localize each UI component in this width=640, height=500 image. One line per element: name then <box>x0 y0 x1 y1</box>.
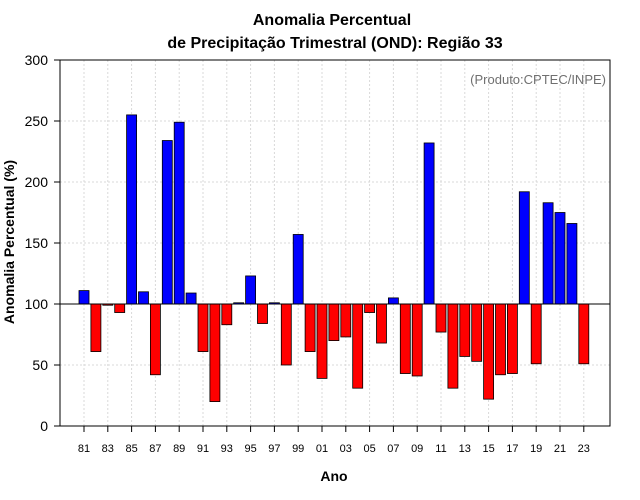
x-tick-label: 21 <box>554 443 566 455</box>
x-tick-label: 89 <box>173 443 185 455</box>
x-tick-label: 81 <box>78 443 90 455</box>
bar-87 <box>149 303 161 376</box>
bar-05 <box>364 303 376 313</box>
bar-16 <box>495 303 506 376</box>
x-axis: 81 83 85 87 89 91 93 95 97 99 01 03 05 07 09 11 13 15 17 19… <box>78 426 590 455</box>
chart-title: Anomalia Percentual <box>253 12 411 29</box>
bar-07 <box>387 297 399 305</box>
y-tick-label: 100 <box>25 296 49 312</box>
x-tick-label: 03 <box>340 443 352 455</box>
x-tick-label: 95 <box>244 443 256 455</box>
bar-14 <box>471 303 483 362</box>
bar-20 <box>542 202 554 305</box>
x-tick-label: 07 <box>387 443 399 455</box>
x-tick-label: 93 <box>221 443 233 455</box>
x-tick-label: 97 <box>268 443 280 455</box>
bar-12 <box>447 303 459 389</box>
bar-91 <box>197 303 209 352</box>
y-tick-label: 300 <box>25 52 49 68</box>
y-tick-label: 200 <box>25 174 49 190</box>
bar-85 <box>126 114 137 305</box>
y-axis-label: Anomalia Percentual (%) <box>1 160 17 324</box>
x-tick-label: 09 <box>411 443 423 455</box>
bar-06 <box>376 303 387 344</box>
x-tick-label: 99 <box>292 443 304 455</box>
bar-98 <box>280 303 292 366</box>
bar-17 <box>506 303 518 374</box>
x-tick-label: 23 <box>578 443 590 455</box>
bar-03 <box>340 303 352 338</box>
bar-82 <box>90 303 102 352</box>
bar-93 <box>221 303 233 326</box>
bar-11 <box>435 303 447 333</box>
bar-88 <box>161 140 173 305</box>
x-tick-label: 05 <box>363 443 375 455</box>
x-tick-label: 91 <box>197 443 209 455</box>
bar-15 <box>483 303 495 400</box>
x-tick-label: 15 <box>482 443 494 455</box>
x-axis-label: Ano <box>320 468 347 484</box>
bar-90 <box>185 292 197 305</box>
x-tick-label: 85 <box>125 443 137 455</box>
credit-text: (Produto:CPTEC/INPE) <box>470 72 606 87</box>
x-tick-label: 87 <box>149 443 161 455</box>
y-tick-label: 250 <box>25 113 49 129</box>
bar-19 <box>530 303 542 365</box>
bar-89 <box>173 121 185 305</box>
x-tick-label: 13 <box>459 443 471 455</box>
chart-subtitle: de Precipitação Trimestral (OND): Região… <box>167 35 502 52</box>
bar-99 <box>292 234 304 305</box>
bar-86 <box>138 291 149 305</box>
x-tick-label: 19 <box>530 443 542 455</box>
y-tick-label: 150 <box>25 235 49 251</box>
bar-21 <box>554 212 566 305</box>
bar-23 <box>578 303 590 365</box>
bar-84 <box>114 303 126 313</box>
bar-02 <box>328 303 340 341</box>
bar-95 <box>245 275 257 305</box>
x-tick-label: 83 <box>102 443 114 455</box>
bar-81 <box>78 290 90 305</box>
bar-18 <box>518 191 530 305</box>
x-tick-label: 17 <box>506 443 518 455</box>
bar-09 <box>411 303 423 377</box>
bar-96 <box>257 303 268 324</box>
bar-22 <box>566 223 578 305</box>
bar-08 <box>399 303 411 374</box>
bar-13 <box>459 303 471 357</box>
bar-01 <box>316 303 328 379</box>
y-axis: 0 50 100 150 200 250 300 <box>25 52 60 434</box>
bar-00 <box>304 303 316 352</box>
x-tick-label: 11 <box>435 443 446 455</box>
y-tick-label: 0 <box>40 418 48 434</box>
bar-92 <box>209 303 221 402</box>
x-tick-label: 01 <box>316 443 328 455</box>
bar-04 <box>352 303 364 389</box>
y-tick-label: 50 <box>32 357 48 373</box>
bar-10 <box>423 142 435 305</box>
